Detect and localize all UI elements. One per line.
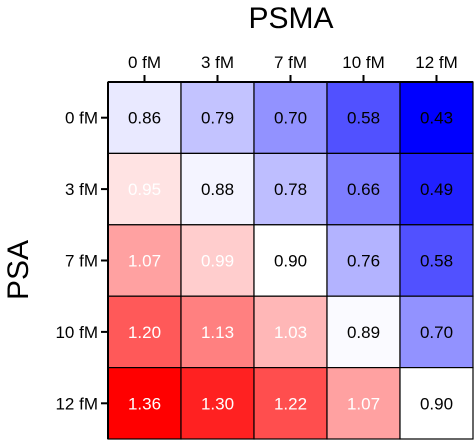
cell-value-label: 1.07	[347, 394, 380, 413]
heatmap-cell	[180, 367, 255, 440]
y-tick-label: 3 fM	[65, 180, 98, 199]
cell-value-label: 0.90	[274, 252, 307, 271]
cell-value-label: 0.99	[201, 252, 234, 271]
heatmap-cell	[107, 367, 182, 440]
heatmap-cell	[399, 295, 474, 369]
cell-value-label: 0.70	[420, 323, 453, 342]
cell-value-label: 0.89	[347, 323, 380, 342]
heatmap-cell-labels: 0.86 0.79 0.70 0.58 0.43 0.95 0.88 0.78 0.66 0.49…	[128, 109, 453, 414]
heatmap-cell	[326, 295, 401, 369]
cell-value-label: 0.43	[420, 109, 453, 128]
heatmap-cell	[180, 224, 255, 297]
x-tick-label: 0 fM	[128, 53, 161, 72]
heatmap-cells	[107, 81, 474, 440]
cell-value-label: 0.90	[420, 394, 453, 413]
y-tick-label: 0 fM	[65, 109, 98, 128]
x-tick-label: 10 fM	[342, 53, 385, 72]
y-axis-ticks: 0 fM 3 fM 7 fM 10 fM 12 fM	[55, 109, 108, 413]
cell-value-label: 1.36	[128, 394, 161, 413]
cell-value-label: 1.30	[201, 394, 234, 413]
y-tick-label: 10 fM	[55, 323, 98, 342]
y-axis-title: PSA	[2, 240, 35, 300]
heatmap-cell	[107, 81, 182, 155]
axes	[107, 81, 473, 439]
y-tick-label: 7 fM	[65, 252, 98, 271]
cell-value-label: 0.86	[128, 109, 161, 128]
cell-value-label: 0.78	[274, 180, 307, 199]
heatmap-cell	[253, 152, 328, 226]
cell-value-label: 1.13	[201, 323, 234, 342]
cell-value-label: 1.20	[128, 323, 161, 342]
cell-value-label: 0.58	[347, 109, 380, 128]
x-axis-ticks: 0 fM 3 fM 7 fM 10 fM 12 fM	[128, 53, 458, 82]
x-tick-label: 3 fM	[201, 53, 234, 72]
heatmap-cell	[253, 367, 328, 440]
heatmap-cell	[180, 81, 255, 155]
heatmap-cell	[180, 295, 255, 369]
cell-value-label: 0.70	[274, 109, 307, 128]
x-axis-title: PSMA	[248, 2, 333, 35]
x-tick-label: 7 fM	[274, 53, 307, 72]
cell-value-label: 1.07	[128, 252, 161, 271]
cell-value-label: 1.03	[274, 323, 307, 342]
heatmap-cell	[253, 295, 328, 369]
heatmap-cell	[326, 224, 401, 297]
heatmap-cell	[399, 367, 474, 440]
cell-value-label: 0.49	[420, 180, 453, 199]
cell-value-label: 0.88	[201, 180, 234, 199]
heatmap-cell	[399, 152, 474, 226]
cell-value-label: 0.79	[201, 109, 234, 128]
x-tick-label: 12 fM	[415, 53, 458, 72]
cell-value-label: 0.66	[347, 180, 380, 199]
cell-value-label: 0.58	[420, 252, 453, 271]
cell-value-label: 0.76	[347, 252, 380, 271]
y-tick-label: 12 fM	[55, 394, 98, 413]
cell-value-label: 1.22	[274, 394, 307, 413]
cell-value-label: 0.95	[128, 180, 161, 199]
